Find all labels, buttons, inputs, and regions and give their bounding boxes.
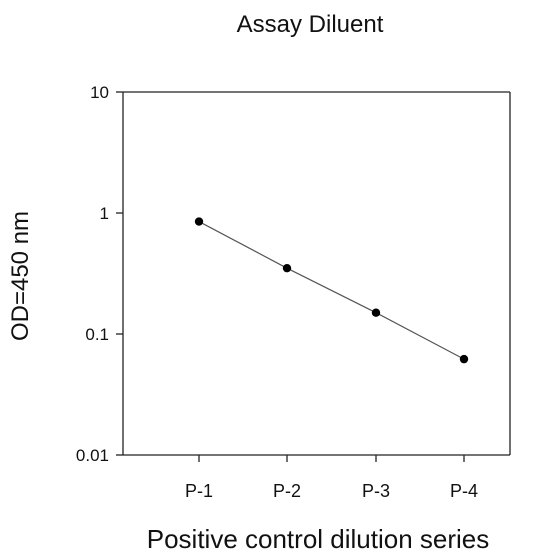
- data-point: [194, 217, 204, 226]
- x-axis-label: Positive control dilution series: [147, 524, 490, 554]
- series-line: [198, 221, 465, 360]
- y-axis-ticks: 10 1 0.1 0.01: [76, 83, 123, 465]
- x-tick-label: P-2: [273, 481, 301, 501]
- data-point: [282, 263, 292, 273]
- data-point: [459, 354, 469, 364]
- data-point: [371, 308, 381, 317]
- y-tick-label: 0.1: [85, 325, 109, 344]
- x-tick-label: P-1: [185, 481, 213, 501]
- chart-title: Assay Diluent: [237, 11, 384, 38]
- y-tick-label: 10: [90, 83, 109, 102]
- plot-axes: [122, 91, 511, 456]
- y-tick-label: 1: [100, 204, 109, 223]
- x-tick-label: P-3: [362, 481, 390, 501]
- y-axis-label: OD=450 nm: [7, 211, 34, 341]
- data-series: [194, 217, 469, 364]
- y-tick-label: 0.01: [76, 446, 109, 465]
- x-tick-label: P-4: [450, 481, 478, 501]
- x-axis-ticks: P-1 P-2 P-3 P-4: [185, 455, 478, 501]
